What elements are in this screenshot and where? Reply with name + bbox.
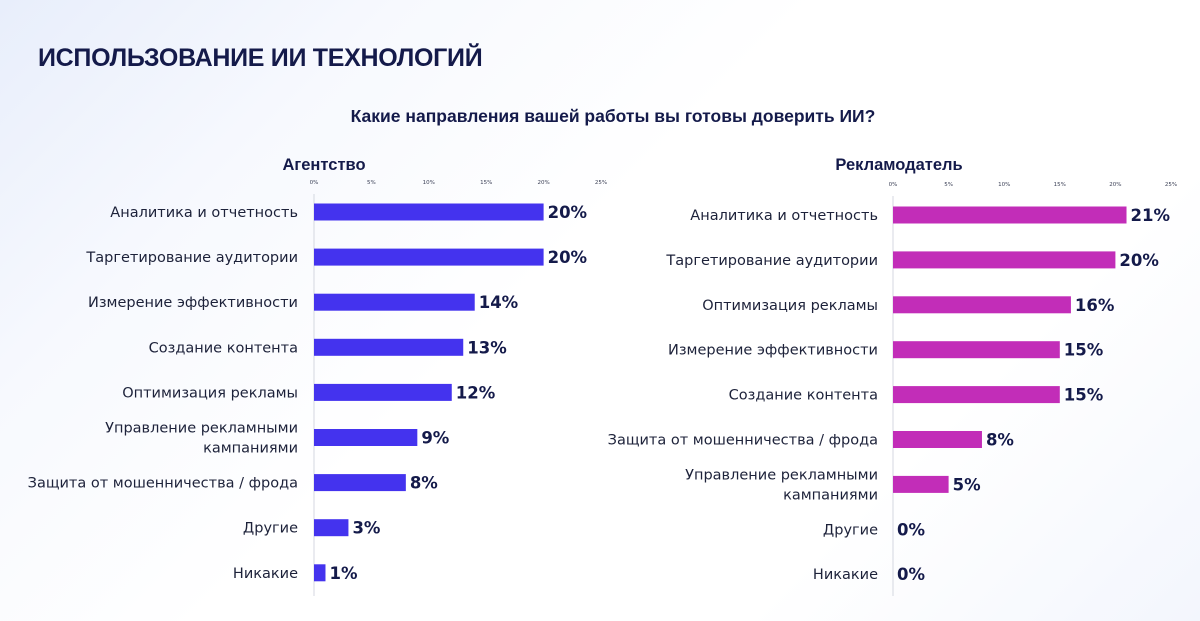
advertiser-bar (893, 296, 1071, 314)
agency-bar (314, 383, 452, 401)
advertiser-x-tick-label: 25% (1165, 182, 1177, 188)
agency-x-tick-label: 0% (310, 180, 319, 186)
advertiser-bar (893, 341, 1060, 359)
advertiser-value-label: 16% (1075, 296, 1115, 315)
advertiser-bar (893, 475, 949, 493)
advertiser-bar (893, 431, 982, 448)
advertiser-value-label: 0% (897, 565, 925, 584)
advertiser-bar (893, 251, 1116, 269)
agency-bar (314, 338, 464, 356)
advertiser-value-label: 15% (1064, 386, 1104, 405)
agency-bar (314, 564, 326, 582)
agency-category-label: Другие (243, 521, 298, 537)
advertiser-x-tick-label: 10% (998, 182, 1010, 188)
agency-bar (314, 474, 406, 492)
agency-value-label: 20% (548, 203, 588, 222)
advertiser-category-label: Измерение эффективности (668, 343, 878, 359)
advertiser-category-label: Создание контента (729, 388, 878, 404)
agency-value-label: 9% (421, 429, 449, 448)
advertiser-x-tick-label: 0% (889, 182, 898, 188)
advertiser-category-label: Никакие (813, 567, 878, 583)
agency-category-label: Создание контента (149, 340, 298, 356)
agency-category-label: кампаниями (203, 441, 298, 457)
advertiser-category-label: Оптимизация рекламы (702, 298, 878, 314)
advertiser-value-label: 20% (1119, 251, 1159, 270)
advertiser-value-label: 21% (1131, 206, 1171, 225)
agency-value-label: 13% (467, 338, 507, 357)
advertiser-panel-title: Рекламодатель (835, 156, 962, 174)
agency-x-tick-label: 25% (595, 180, 607, 186)
advertiser-category-label: Таргетирование аудитории (665, 253, 878, 269)
advertiser-x-tick-label: 5% (944, 182, 953, 188)
agency-bar (314, 429, 418, 446)
agency-value-label: 3% (352, 519, 380, 538)
agency-category-label: Измерение эффективности (88, 295, 298, 311)
advertiser-x-tick-label: 20% (1109, 182, 1121, 188)
advertiser-category-label: кампаниями (783, 487, 878, 503)
advertiser-x-tick-label: 15% (1054, 182, 1066, 188)
agency-category-label: Управление рекламными (105, 421, 298, 437)
agency-panel-title: Агентство (282, 156, 365, 174)
agency-bar (314, 293, 475, 311)
agency-value-label: 8% (410, 474, 438, 493)
agency-category-label: Никакие (233, 566, 298, 582)
advertiser-bar (893, 386, 1060, 404)
agency-category-label: Защита от мошенничества / фрода (28, 476, 298, 492)
page-title: ИСПОЛЬЗОВАНИЕ ИИ ТЕХНОЛОГИЙ (38, 44, 483, 72)
advertiser-value-label: 8% (986, 431, 1014, 450)
advertiser-bar (893, 206, 1127, 224)
advertiser-value-label: 0% (897, 520, 925, 539)
agency-category-label: Оптимизация рекламы (122, 385, 298, 401)
agency-category-label: Аналитика и отчетность (110, 205, 298, 221)
agency-category-label: Таргетирование аудитории (85, 250, 298, 266)
agency-value-label: 1% (329, 564, 357, 583)
agency-value-label: 12% (456, 383, 496, 402)
agency-x-tick-label: 10% (423, 180, 435, 186)
agency-value-label: 14% (479, 293, 519, 312)
agency-bar (314, 248, 544, 266)
agency-x-tick-label: 15% (480, 180, 492, 186)
agency-bar (314, 203, 544, 221)
agency-x-tick-label: 5% (367, 180, 376, 186)
advertiser-category-label: Управление рекламными (685, 467, 878, 483)
advertiser-value-label: 5% (953, 475, 981, 494)
agency-value-label: 20% (548, 248, 588, 267)
advertiser-category-label: Другие (823, 522, 878, 538)
advertiser-category-label: Аналитика и отчетность (690, 208, 878, 224)
advertiser-category-label: Защита от мошенничества / фрода (608, 433, 878, 449)
advertiser-value-label: 15% (1064, 341, 1104, 360)
chart-question: Какие направления вашей работы вы готовы… (350, 106, 876, 126)
agency-bar (314, 519, 349, 537)
agency-x-tick-label: 20% (537, 180, 549, 186)
